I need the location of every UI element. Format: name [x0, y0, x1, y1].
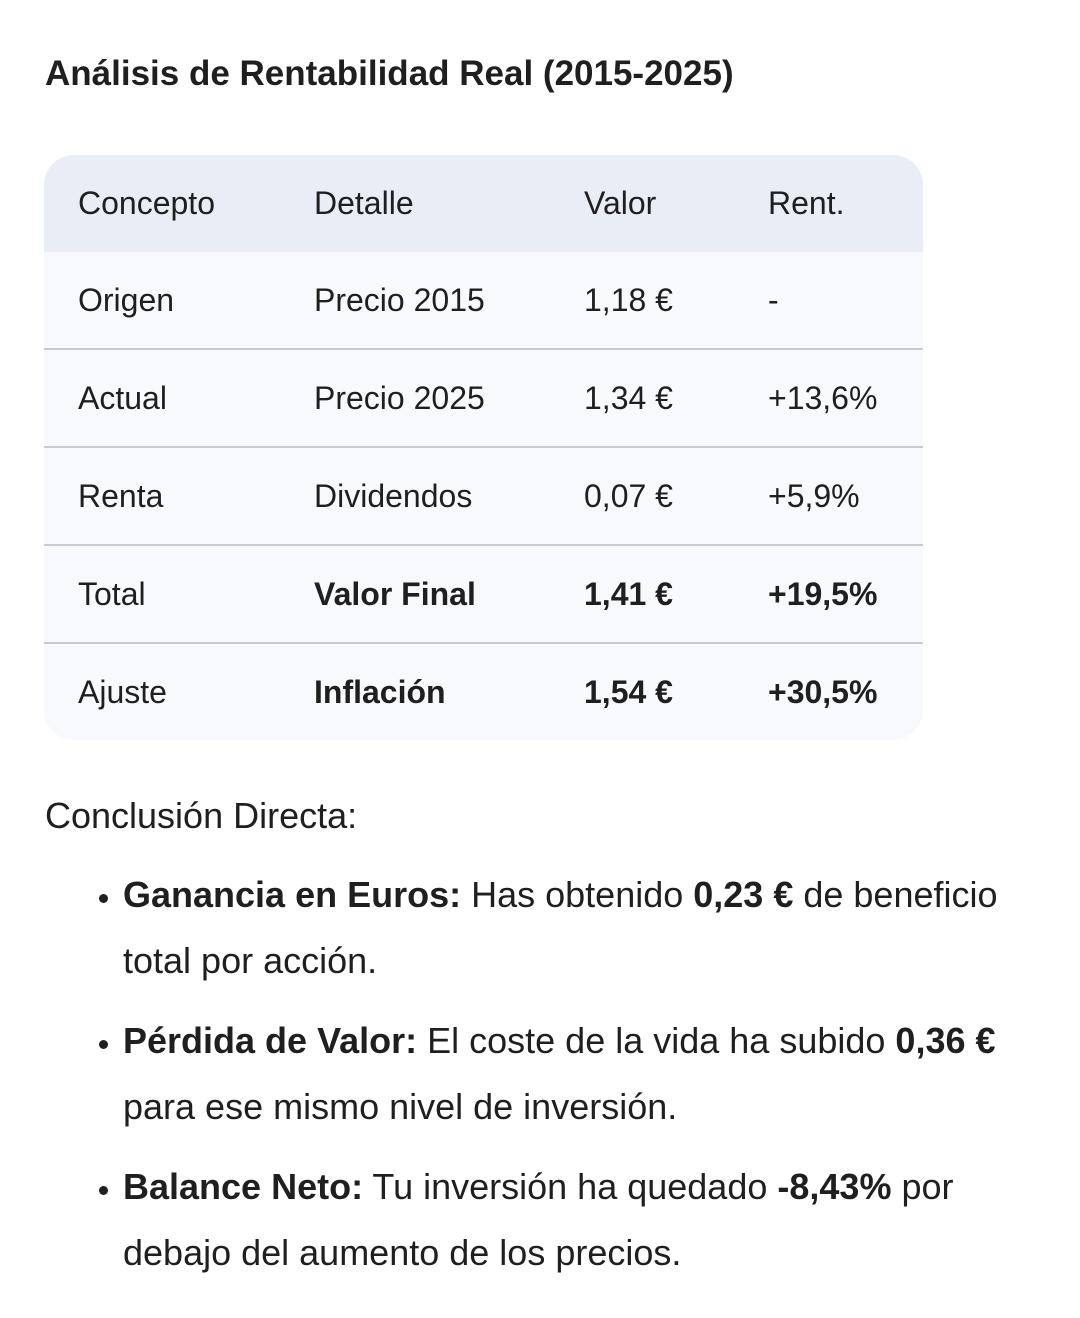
table-row: Origen Precio 2015 1,18 € -: [44, 252, 923, 348]
list-item: Balance Neto: Tu inversión ha quedado -8…: [123, 1154, 1003, 1286]
conclusion-heading: Conclusión Directa:: [45, 795, 358, 836]
bullet-label: Ganancia en Euros:: [123, 874, 462, 915]
cell-detalle: Dividendos: [314, 446, 584, 544]
cell-concepto: Actual: [44, 348, 314, 446]
bullet-text: por debajo del aumento de los precios.: [123, 1166, 954, 1273]
cell-valor: 1,54 €: [584, 642, 768, 740]
cell-detalle: Precio 2015: [314, 281, 485, 318]
cell-detalle: Valor Final: [314, 544, 584, 642]
cell-rent: +19,5%: [768, 544, 923, 642]
cell-rent: -: [768, 281, 779, 318]
cell-rent: +13,6%: [768, 348, 923, 446]
bullet-text: de beneficio total por acción.: [123, 874, 998, 981]
bullet-text: Tu inversión ha quedado: [363, 1166, 778, 1207]
profitability-table: Concepto Detalle Valor Rent. Origen Prec…: [44, 155, 923, 740]
bullet-value: -8,43%: [777, 1166, 892, 1207]
cell-detalle: Precio 2025: [314, 348, 584, 446]
page-title: Análisis de Rentabilidad Real (2015-2025…: [45, 54, 734, 93]
header-valor: Valor: [584, 155, 768, 252]
header-rent: Rent.: [768, 155, 923, 252]
cell-concepto: Ajuste: [44, 642, 314, 740]
list-item: Ganancia en Euros: Has obtenido 0,23 € d…: [123, 862, 1003, 994]
table-row: Renta Dividendos 0,07 € +5,9%: [44, 446, 923, 544]
cell-concepto: Renta: [44, 446, 314, 544]
bullet-text: para ese mismo nivel de inversión.: [123, 1086, 678, 1127]
cell-valor: 1,18 €: [584, 281, 673, 318]
list-item: Pérdida de Valor: El coste de la vida ha…: [123, 1008, 1003, 1140]
bullet-value: 0,36 €: [895, 1020, 996, 1061]
bullet-label: Balance Neto:: [123, 1166, 364, 1207]
cell-concepto: Total: [44, 544, 314, 642]
cell-rent: +5,9%: [768, 446, 923, 544]
bullet-label: Pérdida de Valor:: [123, 1020, 418, 1061]
table-header-row: Concepto Detalle Valor Rent.: [44, 155, 923, 252]
table-row: Actual Precio 2025 1,34 € +13,6%: [44, 348, 923, 446]
table-row: Ajuste Inflación 1,54 € +30,5%: [44, 642, 923, 740]
cell-valor: 0,07 €: [584, 446, 768, 544]
conclusion-list: Ganancia en Euros: Has obtenido 0,23 € d…: [45, 862, 1003, 1300]
cell-concepto: Origen: [78, 281, 175, 318]
table-row: Total Valor Final 1,41 € +19,5%: [44, 544, 923, 642]
cell-valor: 1,41 €: [584, 544, 768, 642]
bullet-text: El coste de la vida ha subido: [417, 1020, 896, 1061]
header-concepto: Concepto: [44, 155, 314, 252]
bullet-value: 0,23 €: [693, 874, 794, 915]
cell-rent: +30,5%: [768, 642, 923, 740]
cell-detalle: Inflación: [314, 642, 584, 740]
bullet-text: Has obtenido: [461, 874, 694, 915]
cell-valor: 1,34 €: [584, 348, 768, 446]
header-detalle: Detalle: [314, 155, 584, 252]
